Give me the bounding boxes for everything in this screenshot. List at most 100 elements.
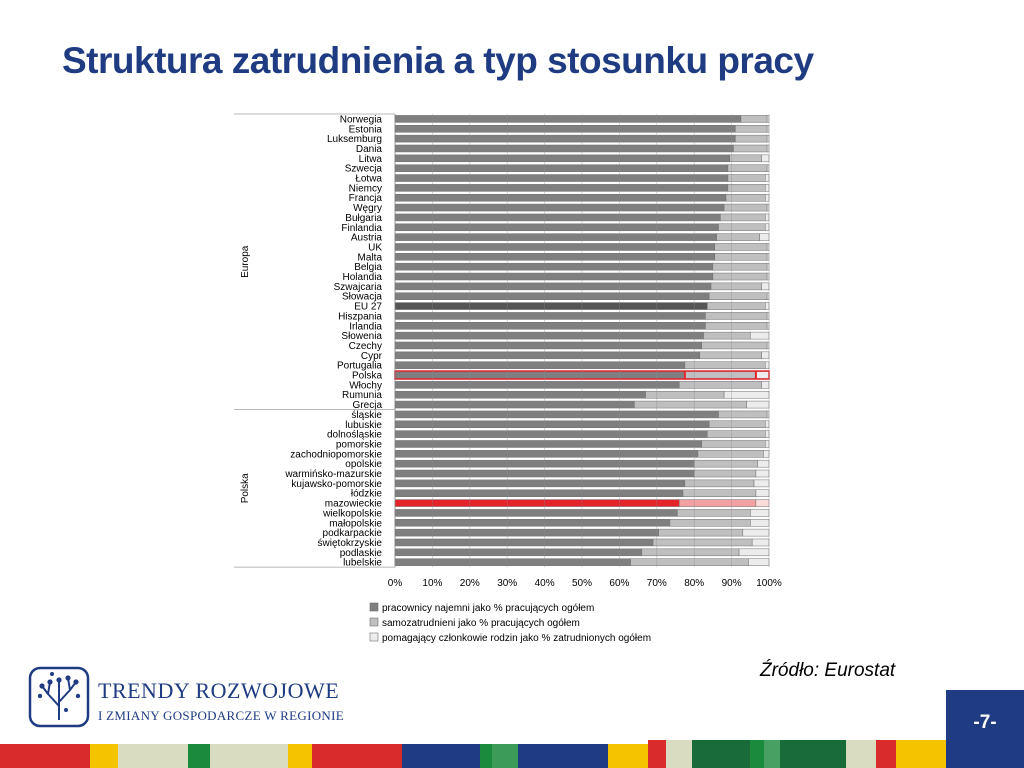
x-tick-label: 70% (647, 578, 667, 589)
category-label: Belgia (354, 262, 382, 273)
bar-segment (394, 292, 710, 300)
bar-segment (394, 499, 680, 507)
bar-segment (765, 193, 770, 202)
bar-segment (755, 469, 770, 478)
bar-segment (755, 489, 770, 497)
bar-segment (727, 184, 766, 192)
bar-segment (634, 400, 747, 409)
bar-segment (718, 223, 766, 232)
bar-segment (707, 430, 766, 438)
bar-segment (394, 272, 714, 281)
x-tick-label: 0% (388, 578, 403, 589)
category-label: Austria (351, 233, 383, 244)
bar-segment (705, 312, 768, 320)
bar-segment (394, 479, 686, 488)
category-label: Irlandia (349, 321, 382, 332)
bar-segment (765, 174, 770, 182)
bar-segment (701, 440, 766, 448)
category-label: mazowieckie (325, 499, 383, 510)
bar-segment (701, 341, 768, 350)
bar-segment (753, 479, 770, 488)
category-label: lubuskie (345, 420, 382, 431)
category-label: Niemcy (349, 183, 382, 194)
bar-segment (755, 371, 770, 379)
bar-segment (394, 430, 708, 438)
bar-segment (394, 243, 716, 251)
category-label: Malta (358, 252, 383, 263)
bar-segment (723, 390, 770, 399)
bar-segment (697, 450, 764, 458)
legend-label: pracownicy najemni jako % pracujących og… (382, 603, 594, 614)
category-label: Finlandia (341, 223, 382, 234)
bar-segment (652, 538, 753, 547)
bar-segment (394, 134, 736, 143)
x-tick-label: 30% (497, 578, 517, 589)
bar-segment (693, 459, 759, 468)
group-label: Polska (240, 473, 251, 503)
legend-label: samozatrudnieni jako % pracujących ogółe… (382, 618, 580, 629)
bar-segment (727, 174, 766, 182)
bar-segment (678, 499, 757, 507)
category-label: podlaskie (340, 548, 383, 559)
bar-segment (735, 125, 768, 133)
bar-segment (394, 223, 719, 232)
bar-segment (705, 322, 768, 330)
bar-segment (763, 450, 770, 458)
logo-text-main: TRENDY ROZWOJOWE (98, 678, 340, 703)
bar-segment (699, 351, 762, 360)
bar-segment (394, 331, 704, 340)
source-note: Źródło: Eurostat (760, 660, 896, 681)
bar-segment (765, 184, 770, 192)
page-number: -7- (973, 712, 997, 733)
bar-segment (765, 420, 770, 429)
x-tick-label: 80% (684, 578, 704, 589)
bar-segment (742, 528, 770, 537)
bar-segment (394, 174, 729, 182)
bar-segment (750, 331, 770, 340)
bar-segment (394, 548, 643, 557)
page-number-box: -7- (946, 690, 1024, 768)
bar-segment (394, 233, 717, 241)
bar-segment (394, 125, 736, 133)
bar-segment (708, 420, 766, 429)
category-label: Dania (356, 144, 383, 155)
category-label: Portugalia (337, 361, 382, 372)
category-label: Francja (349, 193, 383, 204)
bar-segment (394, 509, 678, 517)
bar-segment (750, 519, 770, 527)
bar-segment (718, 410, 768, 419)
x-tick-label: 20% (460, 578, 480, 589)
bar-segment (630, 558, 749, 566)
bar-segment (394, 282, 712, 291)
bar-segment (712, 262, 768, 271)
bar-segment (765, 302, 770, 310)
bar-segment (733, 144, 768, 153)
bar-segment (765, 361, 770, 369)
bar-segment (751, 538, 770, 547)
bar-segment (693, 469, 757, 478)
x-tick-label: 40% (535, 578, 555, 589)
bar-segment (750, 509, 770, 517)
bar-segment (712, 272, 768, 281)
bar-segment (765, 430, 770, 438)
bar-segment (394, 302, 708, 310)
logo-text-sub: I ZMIANY GOSPODARCZE W REGIONIE (98, 708, 344, 723)
bar-segment (394, 420, 710, 429)
legend-swatch (369, 617, 379, 627)
category-label: podkarpackie (323, 528, 383, 539)
bar-segment (394, 193, 727, 202)
category-label: kujawsko-pomorskie (291, 479, 382, 490)
category-label: Polska (352, 371, 382, 382)
category-label: warmińsko-mazurskie (284, 469, 382, 480)
category-label: opolskie (345, 459, 382, 470)
logo: TRENDY ROZWOJOWE I ZMIANY GOSPODARCZE W … (28, 666, 348, 732)
category-label: dolnośląskie (327, 430, 382, 441)
footer-color-strip (0, 740, 946, 768)
bar-segment (723, 203, 768, 212)
bar-segment (394, 489, 684, 497)
legend-label: pomagający członkowie rodzin jako % zatr… (382, 633, 651, 644)
x-tick-label: 10% (422, 578, 442, 589)
category-label: zachodniopomorskie (290, 449, 382, 460)
category-label: Luksemburg (327, 134, 382, 145)
category-label: Szwajcaria (334, 282, 383, 293)
